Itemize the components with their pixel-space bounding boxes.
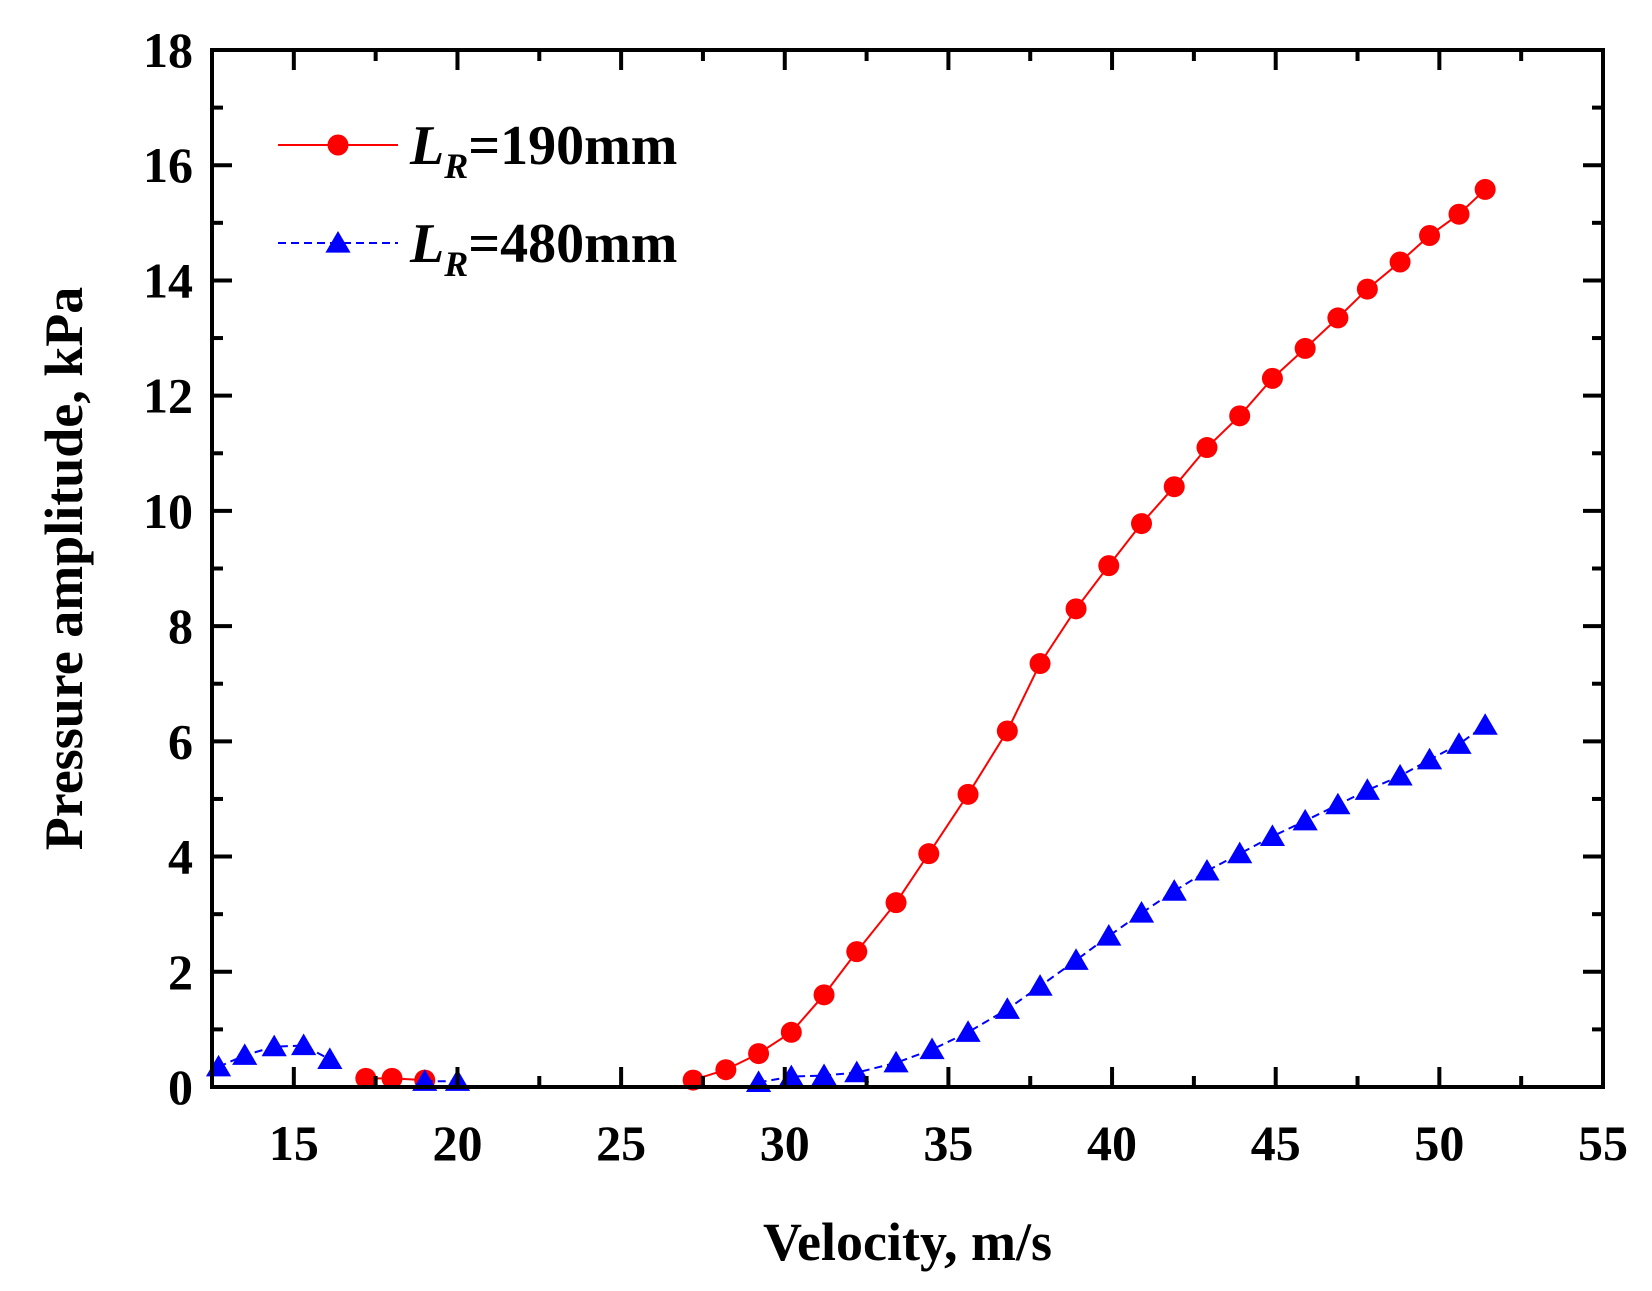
legend-marker <box>325 231 351 253</box>
data-point <box>1259 824 1286 846</box>
data-point <box>885 892 907 914</box>
data-point <box>1292 808 1318 831</box>
y-tick-label: 14 <box>143 252 193 308</box>
y-tick-label: 12 <box>143 368 193 424</box>
y-tick-label: 8 <box>168 598 193 654</box>
y-tick-label: 10 <box>143 483 193 539</box>
data-point <box>1029 653 1051 675</box>
legend-label: LR=190mm <box>409 115 677 186</box>
legend-marker <box>327 134 349 156</box>
data-point <box>1227 841 1253 864</box>
x-tick-label: 20 <box>432 1115 482 1171</box>
data-point <box>1027 974 1053 996</box>
data-point <box>994 997 1020 1019</box>
series-line <box>692 188 1486 1082</box>
data-point <box>232 1043 258 1065</box>
x-tick-label: 15 <box>269 1115 319 1171</box>
data-point <box>955 1020 981 1042</box>
y-axis-title: Pressure amplitude, kPa <box>34 287 94 851</box>
x-axis-title: Velocity, m/s <box>763 1212 1052 1272</box>
data-point <box>1325 792 1351 815</box>
data-point <box>291 1033 317 1056</box>
x-tick-label: 25 <box>596 1115 646 1171</box>
y-tick-label: 0 <box>168 1059 193 1115</box>
data-point <box>1261 367 1283 389</box>
data-point <box>780 1021 802 1043</box>
data-point <box>919 1037 945 1060</box>
data-point <box>846 941 868 963</box>
series-480mm <box>205 713 1498 1092</box>
data-point <box>261 1034 287 1057</box>
data-point <box>883 1050 909 1073</box>
data-point <box>1196 437 1218 459</box>
data-point <box>715 1059 737 1081</box>
data-point <box>811 1063 837 1086</box>
plot-frame <box>210 48 1605 1089</box>
data-point <box>1098 555 1120 577</box>
x-tick-label: 45 <box>1251 1115 1301 1171</box>
data-point <box>355 1067 377 1089</box>
data-point <box>748 1043 770 1065</box>
data-point <box>1472 713 1498 735</box>
axis-layer: 15 20 25 30 35 40 45 50 55 0 2 4 6 8 10 12 14 16 18 <box>143 22 1628 1171</box>
data-point <box>1446 732 1472 754</box>
data-point <box>1131 513 1153 535</box>
data-point <box>1387 763 1413 786</box>
data-point <box>1448 203 1470 225</box>
y-tick-label: 6 <box>168 713 193 769</box>
data-point <box>957 783 979 805</box>
data-point <box>1063 948 1089 970</box>
y-tick-label: 18 <box>143 22 193 78</box>
x-tick-label: 40 <box>1087 1115 1137 1171</box>
data-point <box>1419 225 1441 247</box>
data-point <box>844 1060 870 1083</box>
data-point <box>1065 598 1087 620</box>
data-point <box>1389 251 1411 273</box>
data-point <box>1356 278 1378 300</box>
data-point <box>918 843 940 865</box>
data-point <box>813 984 835 1006</box>
legend-label: LR=480mm <box>409 213 677 284</box>
plot-layer <box>205 178 1498 1092</box>
data-point <box>1163 476 1185 498</box>
x-tick-label: 50 <box>1414 1115 1464 1171</box>
x-tick-label: 30 <box>760 1115 810 1171</box>
series-line <box>758 724 1486 1084</box>
data-point <box>1194 858 1220 881</box>
data-point <box>1128 901 1155 923</box>
x-tick-label: 35 <box>923 1115 973 1171</box>
data-point <box>1474 178 1496 200</box>
y-tick-label: 16 <box>143 137 193 193</box>
data-point <box>317 1047 343 1069</box>
data-point <box>1229 405 1251 427</box>
data-point <box>1327 307 1349 329</box>
data-point <box>1161 879 1187 901</box>
data-point <box>1096 924 1122 946</box>
y-tick-label: 4 <box>168 829 193 885</box>
legend: LR=190mm LR=480mm <box>278 115 677 284</box>
data-point <box>1294 337 1316 359</box>
data-point <box>205 1054 232 1077</box>
data-point <box>1354 778 1380 800</box>
x-tick-label: 55 <box>1578 1115 1628 1171</box>
series-190mm <box>355 178 1496 1091</box>
y-tick-label: 2 <box>168 944 193 1000</box>
data-point <box>381 1067 403 1089</box>
data-point <box>1416 747 1443 770</box>
data-point <box>996 720 1018 742</box>
